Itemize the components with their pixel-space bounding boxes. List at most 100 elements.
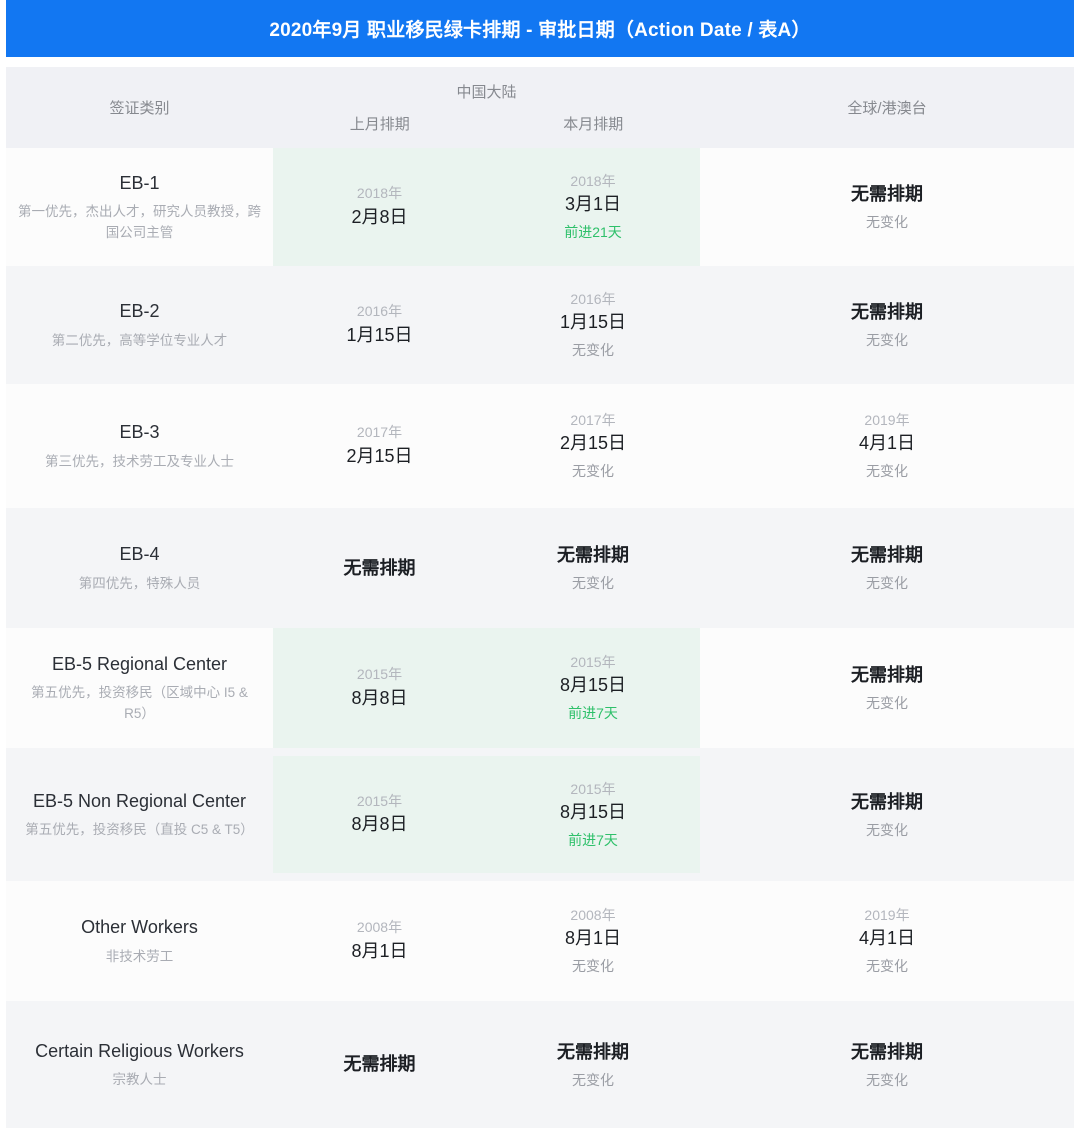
row-worldwide-cell-day: 4月1日	[858, 928, 916, 949]
row-worldwide-cell: 无需排期 无变化	[700, 1001, 1074, 1128]
header-china-subcolumns: 上月排期 本月排期	[273, 113, 700, 134]
row-china-prev-cell-year: 2015年	[356, 666, 403, 683]
row-worldwide-cell-main: 无需排期	[851, 302, 923, 323]
row-worldwide-cell-note: 无变化	[866, 958, 908, 975]
row-china-prev-cell-year: 2018年	[356, 185, 403, 202]
page-title: 2020年9月 职业移民绿卡排期 - 审批日期（Action Date / 表A…	[269, 20, 811, 41]
row-worldwide-cell-note: 无变化	[866, 463, 908, 480]
table-row: EB-2 第二优先，高等学位专业人才 2016年 1月15日 2016年 1月15日 无变化…	[6, 266, 1074, 384]
row-china-curr-cell-note: 无变化	[572, 342, 614, 359]
row-china-curr-cell: 无需排期 无变化	[486, 1001, 700, 1128]
row-category-name: EB-5 Non Regional Center	[32, 790, 247, 811]
row-category-desc: 第五优先，投资移民（直投 C5 & T5）	[25, 822, 254, 838]
row-category-desc: 第五优先，投资移民（区域中心 I5 & R5）	[31, 685, 248, 721]
row-worldwide-cell: 无需排期 无变化	[700, 266, 1074, 384]
table-row: Certain Religious Workers 宗教人士 无需排期 无需排期 无变化…	[6, 1001, 1074, 1128]
row-china-curr-cell-year: 2018年	[570, 173, 616, 190]
row-china-curr-cell-main: 无需排期	[557, 545, 629, 566]
row-china-curr-cell-day: 3月1日	[564, 194, 622, 215]
row-category-cell: Other Workers 非技术劳工	[6, 881, 273, 1001]
row-china-prev-cell-year: 2015年	[356, 792, 403, 809]
row-china-curr-cell-day: 2月15日	[559, 433, 627, 454]
row-china-prev-cell-day: 1月15日	[346, 324, 413, 345]
row-china-prev-cell-day: 8月8日	[351, 814, 408, 835]
row-china-curr-cell: 2018年 3月1日 前进21天	[486, 148, 700, 266]
row-china-prev-cell: 无需排期	[273, 508, 486, 628]
row-china-curr-cell-year: 2015年	[570, 654, 616, 671]
row-category-cell: EB-5 Regional Center 第五优先，投资移民（区域中心 I5 & …	[6, 628, 273, 748]
row-china-curr-cell: 2017年 2月15日 无变化	[486, 384, 700, 508]
row-category-desc: 第四优先，特殊人员	[78, 575, 201, 591]
table-column-header: 签证类别 中国大陆 上月排期 本月排期 全球/港澳台	[6, 67, 1074, 148]
row-china-curr-cell-year: 2016年	[570, 291, 616, 308]
row-category-name: Certain Religious Workers	[35, 1040, 244, 1061]
row-category-cell: EB-1 第一优先，杰出人才，研究人员教授，跨国公司主管	[6, 148, 273, 266]
row-worldwide-cell-note: 无变化	[866, 1071, 908, 1088]
row-worldwide-cell: 2019年 4月1日无变化	[700, 881, 1074, 1001]
row-china-curr-cell-day: 1月15日	[559, 312, 627, 333]
page-title-bar: 2020年9月 职业移民绿卡排期 - 审批日期（Action Date / 表A…	[6, 0, 1074, 57]
row-category-name: EB-1	[119, 173, 160, 194]
row-worldwide-cell: 无需排期 无变化	[700, 508, 1074, 628]
row-highlight-band	[273, 628, 700, 748]
row-china-prev-cell-year: 2017年	[356, 424, 403, 441]
row-china-prev-cell-year: 2008年	[356, 919, 403, 936]
row-worldwide-cell-note: 无变化	[866, 575, 908, 592]
row-worldwide-cell-main: 无需排期	[851, 545, 923, 566]
row-worldwide-cell: 2019年 4月1日 无变化	[700, 384, 1074, 508]
row-china-curr-cell-note: 前进7天	[568, 831, 618, 848]
row-worldwide-cell-main: 无需排期	[851, 1041, 923, 1062]
row-worldwide-cell-note: 无变化	[866, 821, 908, 838]
row-china-curr-cell-year: 2008年	[570, 907, 616, 924]
row-china-prev-cell: 2018年 2月8日	[273, 148, 486, 266]
row-china-curr-cell-note: 无变化	[572, 575, 614, 592]
header-label-china-curr: 本月排期	[563, 116, 624, 133]
row-worldwide-cell: 无需排期 无变化	[700, 148, 1074, 266]
row-china-prev-cell-day: 2月15日	[346, 445, 413, 466]
row-worldwide-cell-note: 无变化	[866, 332, 908, 349]
table-row: EB-5 Regional Center 第五优先，投资移民（区域中心 I5 & …	[6, 628, 1074, 748]
row-category-cell: EB-3 第三优先，技术劳工及专业人士	[6, 384, 273, 508]
row-china-prev-cell-year: 2016年	[356, 303, 403, 320]
row-china-prev-cell: 2015年 8月8日	[273, 628, 486, 748]
header-label-china-prev: 上月排期	[349, 116, 410, 133]
title-divider	[6, 57, 1074, 67]
row-category-desc: 第三优先，技术劳工及专业人士	[45, 453, 234, 469]
row-worldwide-cell-note: 无变化	[866, 695, 908, 712]
row-china-prev-cell: 2016年 1月15日	[273, 266, 486, 384]
header-cell-china-group: 中国大陆 上月排期 本月排期	[273, 67, 700, 148]
row-china-prev-cell-day: 8月8日	[351, 687, 408, 708]
row-china-curr-cell-note: 无变化	[572, 463, 614, 480]
row-worldwide-cell-main: 无需排期	[851, 665, 923, 686]
table-row: EB-3 第三优先，技术劳工及专业人士 2017年 2月15日 2017年 2月15日 无变…	[6, 384, 1074, 508]
row-highlight-band	[273, 148, 700, 266]
row-highlight-band	[273, 756, 700, 873]
row-china-curr-cell: 2016年 1月15日无变化	[486, 266, 700, 384]
table-row: EB-5 Non Regional Center 第五优先，投资移民（直投 C5 …	[6, 748, 1074, 881]
row-category-cell: EB-2 第二优先，高等学位专业人才	[6, 266, 273, 384]
row-china-curr-cell-note: 无变化	[572, 958, 614, 975]
table-body: EB-1 第一优先，杰出人才，研究人员教授，跨国公司主管 2018年 2月8日 2018…	[6, 148, 1074, 1128]
row-worldwide-cell-note: 无变化	[866, 214, 908, 231]
row-china-prev-cell-main: 无需排期	[343, 1054, 416, 1074]
header-label-worldwide: 全球/港澳台	[847, 100, 927, 117]
row-worldwide-cell-year: 2019年	[864, 907, 910, 924]
row-china-prev-cell: 2017年 2月15日	[273, 384, 486, 508]
row-worldwide-cell-day: 4月1日	[858, 433, 916, 454]
row-china-curr-cell-year: 2015年	[570, 780, 616, 797]
row-category-name: EB-3	[119, 422, 160, 443]
row-worldwide-cell: 无需排期 无变化	[700, 628, 1074, 748]
row-china-curr-cell-main: 无需排期	[557, 1041, 629, 1062]
row-china-curr-cell: 2008年 8月1日 无变化	[486, 881, 700, 1001]
header-label-category: 签证类别	[109, 100, 170, 117]
header-label-china-group: 中国大陆	[456, 84, 517, 101]
row-category-name: EB-2	[119, 301, 160, 322]
row-china-prev-cell: 2015年 8月8日	[273, 748, 486, 881]
row-category-desc: 第二优先，高等学位专业人才	[51, 332, 228, 348]
row-china-curr-cell-note: 无变化	[572, 1071, 614, 1088]
row-china-prev-cell: 2008年 8月1日	[273, 881, 486, 1001]
row-china-curr-cell: 无需排期 无变化	[486, 508, 700, 628]
row-china-curr-cell-day: 8月15日	[559, 675, 627, 696]
row-china-prev-cell-main: 无需排期	[343, 557, 416, 578]
row-china-curr-cell-note: 前进7天	[568, 705, 618, 722]
